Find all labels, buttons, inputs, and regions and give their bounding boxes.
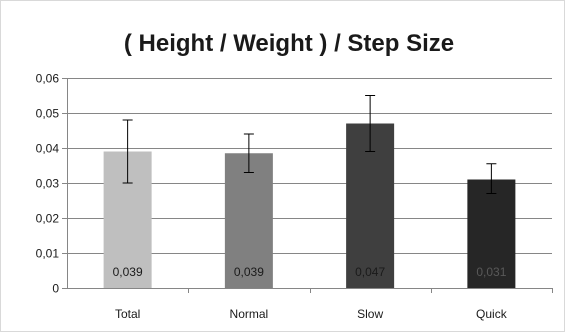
y-tick-label: 0,01 — [36, 247, 60, 261]
x-category-label: Quick — [476, 307, 508, 321]
error-bars — [122, 95, 497, 194]
y-tick-label: 0,05 — [36, 107, 60, 121]
axes — [67, 78, 552, 289]
chart-title: ( Height / Weight ) / Step Size — [124, 30, 454, 57]
x-category-label: Slow — [357, 307, 383, 321]
data-labels: 0,039 0,039 0,047 0,031 — [113, 265, 507, 279]
bar — [467, 179, 516, 288]
x-category-label: Total — [115, 307, 140, 321]
y-tick-label: 0,04 — [36, 142, 60, 156]
y-tick-label: 0,02 — [36, 212, 60, 226]
y-axis-tick-labels: 0 0,01 0,02 0,03 0,04 0,05 0,06 — [36, 72, 60, 296]
y-tick-label: 0 — [52, 282, 59, 296]
data-label: 0,039 — [234, 265, 264, 279]
x-axis-category-labels: Total Normal Slow Quick — [115, 307, 508, 321]
bar — [224, 153, 273, 288]
y-tick-label: 0,03 — [36, 177, 60, 191]
data-label: 0,047 — [355, 265, 385, 279]
data-label: 0,039 — [113, 265, 143, 279]
x-category-label: Normal — [230, 307, 269, 321]
data-label: 0,031 — [476, 265, 506, 279]
y-tick-label: 0,06 — [36, 72, 60, 86]
